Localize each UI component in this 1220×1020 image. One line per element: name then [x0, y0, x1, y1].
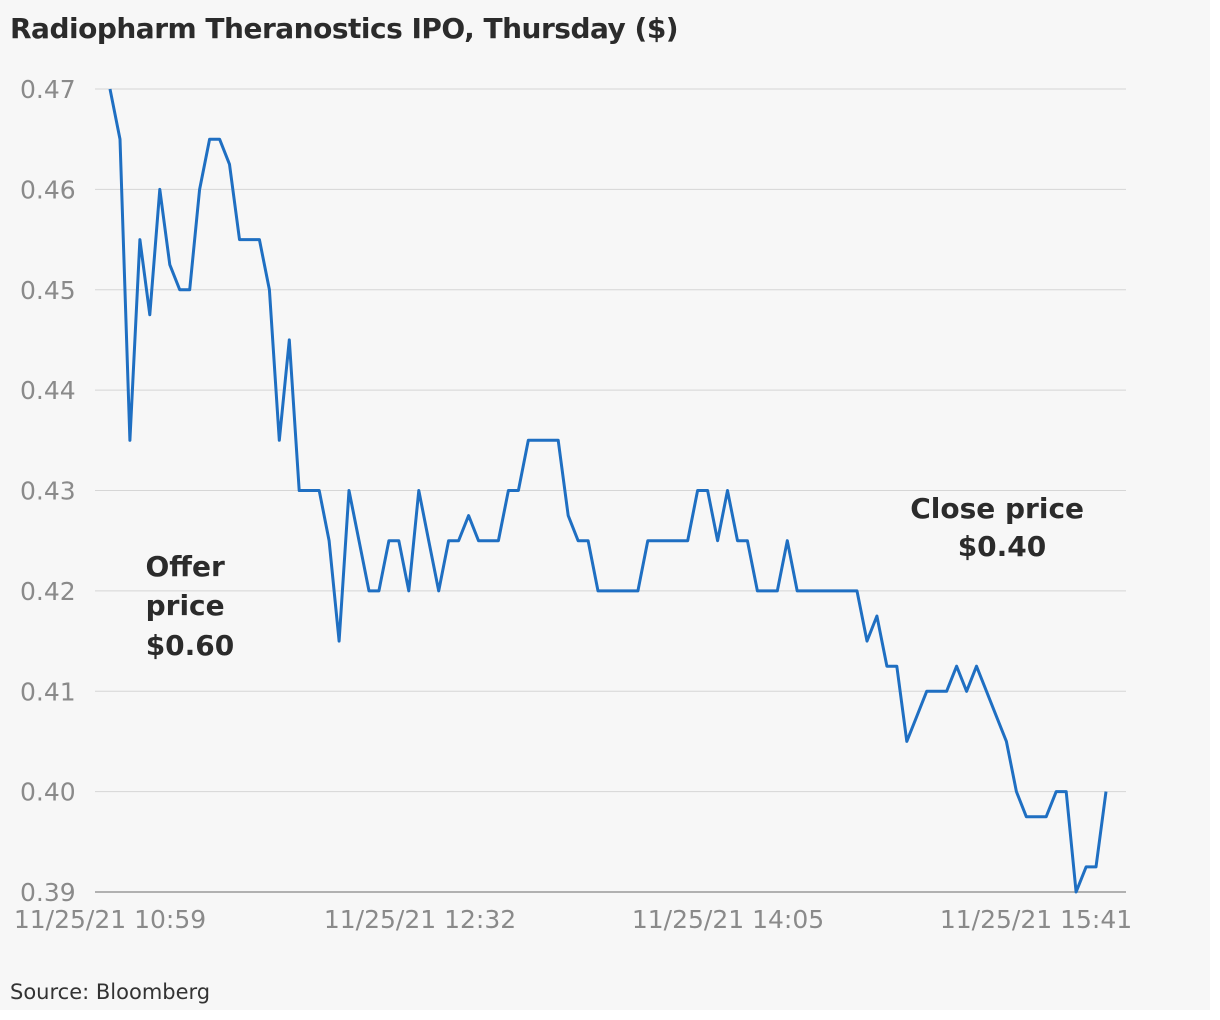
close-annotation-line: $0.40 [958, 530, 1047, 563]
y-tick-label: 0.47 [20, 75, 76, 104]
y-tick-label: 0.40 [20, 778, 76, 807]
y-tick-label: 0.44 [20, 376, 76, 405]
x-tick-label: 11/25/21 12:32 [324, 905, 516, 934]
series-layer [108, 88, 1108, 894]
gridlines [95, 88, 1126, 893]
y-tick-label: 0.42 [20, 577, 76, 606]
close-price-annotation: Close price $0.40 [910, 492, 1094, 563]
y-tick-label: 0.46 [20, 175, 76, 204]
y-tick-label: 0.43 [20, 477, 76, 506]
y-tick-label: 0.41 [20, 677, 76, 706]
x-tick-label: 11/25/21 15:41 [940, 905, 1132, 934]
offer-annotation-line: $0.60 [146, 629, 235, 662]
offer-annotation-line: price [146, 589, 225, 622]
close-annotation-line: Close price [910, 492, 1084, 525]
x-axis: 11/25/21 10:59 11/25/21 12:32 11/25/21 14:… [14, 905, 1132, 934]
x-tick-label: 11/25/21 14:05 [632, 905, 824, 934]
y-axis: 0.47 0.46 0.45 0.44 0.43 0.42 0.41 0.40 0.39 [20, 75, 76, 907]
y-tick-label: 0.39 [20, 878, 76, 907]
x-tick-label: 11/25/21 10:59 [14, 905, 206, 934]
offer-annotation-line: Offer [145, 550, 224, 583]
offer-price-annotation: Offer price $0.60 [145, 550, 234, 662]
y-tick-label: 0.45 [20, 276, 76, 305]
source-note: Source: Bloomberg [10, 980, 211, 1004]
price-series-line [108, 88, 1108, 894]
chart-title: Radiopharm Theranostics IPO, Thursday ($… [10, 12, 679, 45]
